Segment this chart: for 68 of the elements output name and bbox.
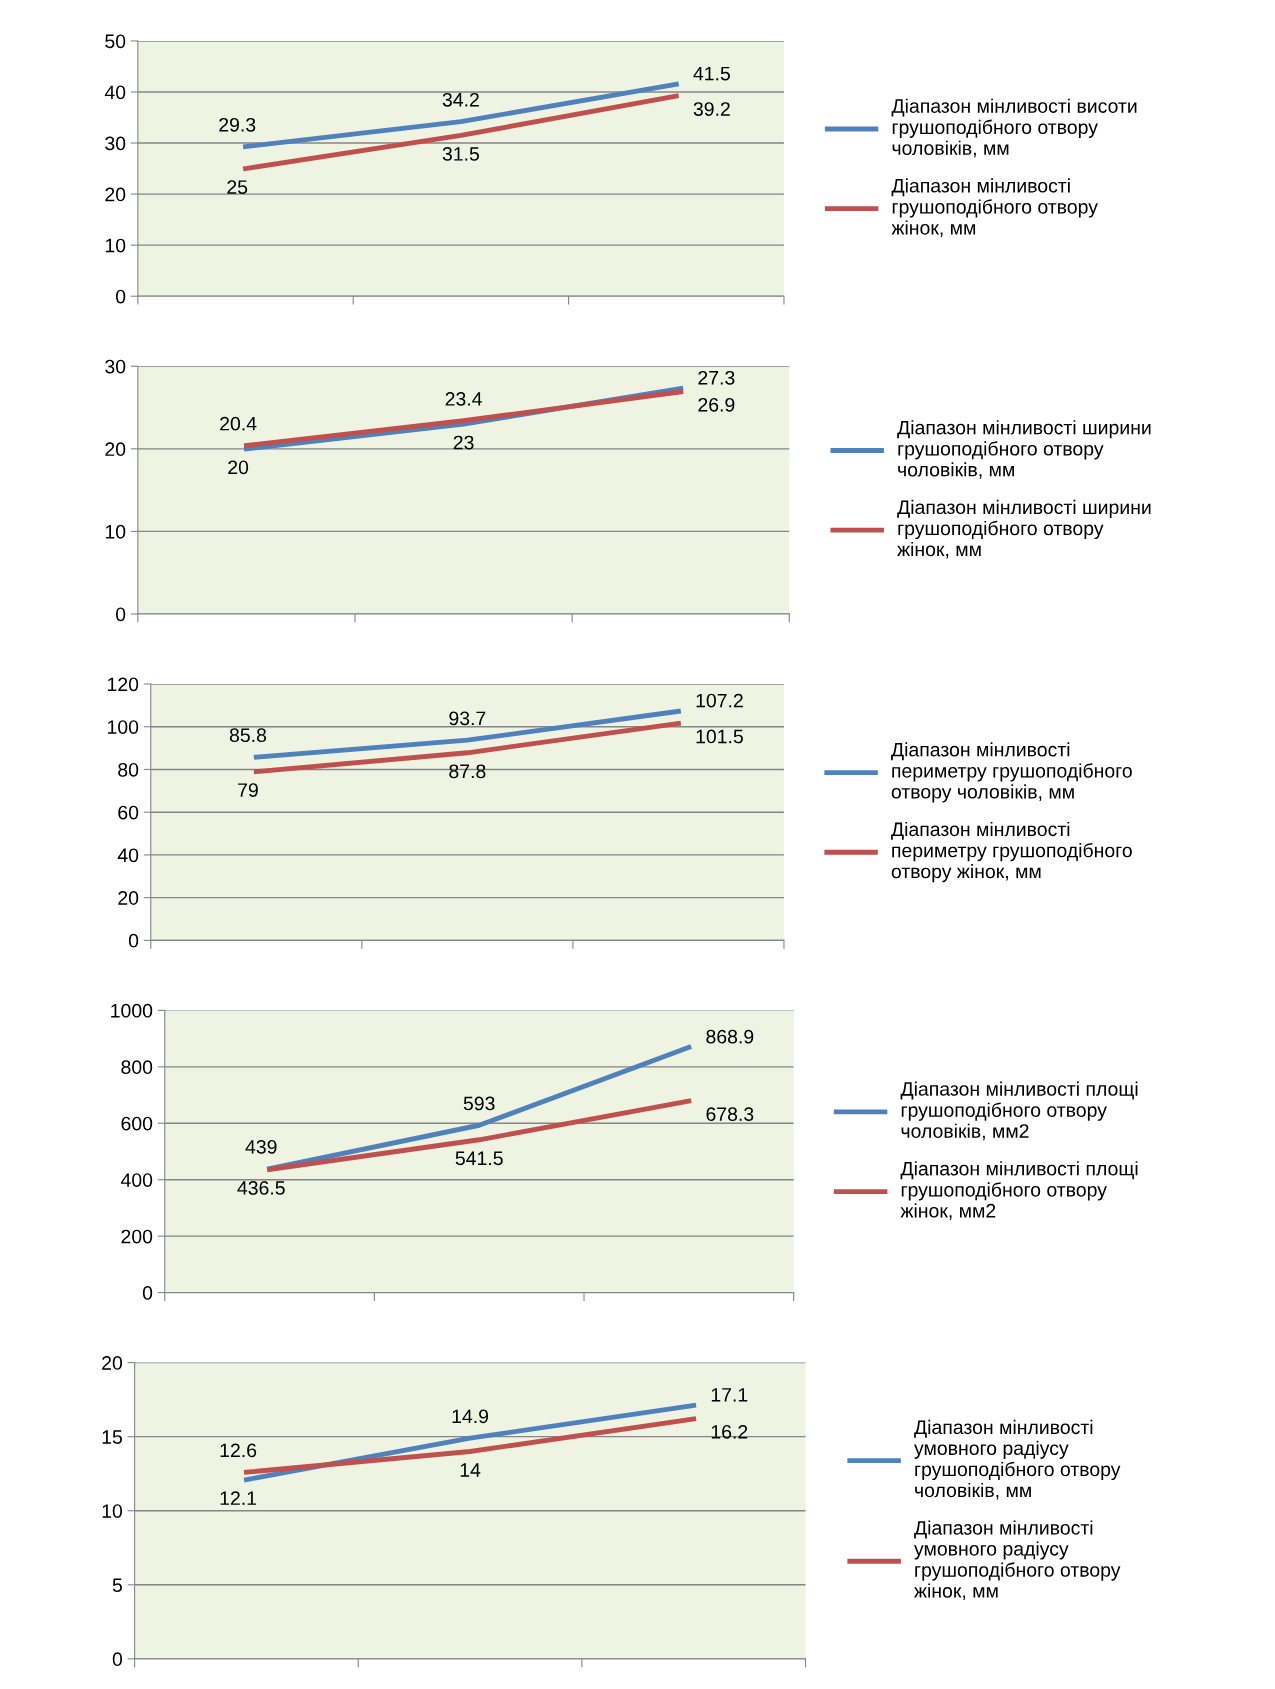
data-label: 27.3 [698,370,735,385]
y-tick-label: 15 [102,1430,122,1444]
data-label: 678.3 [706,1107,754,1122]
y-tick-label: 30 [105,359,126,374]
data-label: 14 [460,1463,481,1477]
data-label: 26.9 [698,397,735,412]
data-label: 29.3 [219,117,256,132]
data-label: 12.1 [220,1491,257,1505]
data-label: 79 [238,783,258,797]
data-label: 87.8 [449,764,486,779]
y-tick-label: 20 [105,442,126,457]
data-label: 25 [227,180,248,194]
y-tick-label: 40 [117,848,139,863]
data-label: 16.2 [711,1424,748,1439]
data-label: 436.5 [237,1181,285,1195]
y-tick-label: 0 [115,289,126,304]
legend-label: Діапазон мінливості висоти грушоподібного отвору чоловіків, мм [891,98,1137,158]
data-label: 101.5 [696,729,743,744]
data-label: 39.2 [693,102,730,116]
data-label: 93.7 [449,711,486,726]
legend-label: Діапазон мінливості периметру грушоподібного отвору чоловіків, мм [891,742,1132,803]
legend-label: Діапазон мінливості умовного радіусу грушоподібного отвору чоловіків, мм [914,1419,1121,1500]
y-tick-label: 0 [112,1652,123,1667]
data-label: 17.1 [711,1388,748,1402]
y-tick-label: 200 [121,1229,153,1244]
y-tick-label: 400 [120,1173,153,1187]
data-label: 41.5 [693,66,730,81]
y-tick-label: 20 [118,891,139,905]
data-label: 12.6 [220,1443,257,1458]
data-label: 107.2 [696,693,743,708]
data-label: 593 [463,1096,495,1111]
y-tick-label: 40 [104,85,126,100]
y-tick-label: 100 [108,720,139,734]
legend-label: Діапазон мінливості умовного радіусу грушоподібного отвору жінок, мм [914,1520,1121,1601]
y-tick-label: 0 [142,1286,153,1300]
y-tick-label: 60 [118,805,139,820]
y-tick-label: 800 [121,1060,153,1075]
legend-label: Діапазон мінливості площі грушоподібного отвору чоловіків, мм2 [900,1081,1138,1141]
data-label: 439 [245,1139,277,1154]
data-label: 868.9 [706,1029,754,1044]
data-label: 14.9 [452,1409,489,1424]
data-label: 20 [228,460,249,475]
y-tick-label: 10 [105,238,126,253]
data-label: 34.2 [442,92,479,107]
y-tick-label: 5 [112,1578,122,1593]
data-label: 541.5 [455,1151,503,1166]
y-tick-label: 80 [118,762,139,777]
legend-label: Діапазон мінливості периметру грушоподібного отвору жінок, мм [891,821,1132,883]
data-label: 23.4 [445,392,482,406]
legend-label: Діапазон мінливості площі грушоподібного отвору жінок, мм2 [900,1161,1138,1220]
y-tick-label: 600 [121,1116,153,1131]
legend-label: Діапазон мінливості ширини грушоподібного отвору чоловіків, мм [897,420,1151,479]
legend-label: Діапазон мінливості ширини грушоподібного отвору жінок, мм [897,499,1151,559]
y-tick-label: 50 [105,34,126,49]
y-tick-label: 10 [102,1504,123,1518]
data-label: 20.4 [220,416,257,431]
data-label: 23 [453,435,474,450]
legend-label: Діапазон мінливості грушоподібного отвору жінок, мм [891,178,1098,237]
data-label: 31.5 [442,147,479,161]
y-tick-label: 10 [105,524,126,539]
data-label: 85.8 [229,728,267,743]
y-tick-label: 30 [105,136,126,151]
y-tick-label: 120 [108,677,139,692]
y-tick-label: 20 [102,1356,123,1370]
y-tick-label: 20 [105,187,126,202]
y-tick-label: 0 [128,933,139,948]
y-tick-label: 0 [115,607,126,622]
y-tick-label: 1000 [111,1003,153,1018]
